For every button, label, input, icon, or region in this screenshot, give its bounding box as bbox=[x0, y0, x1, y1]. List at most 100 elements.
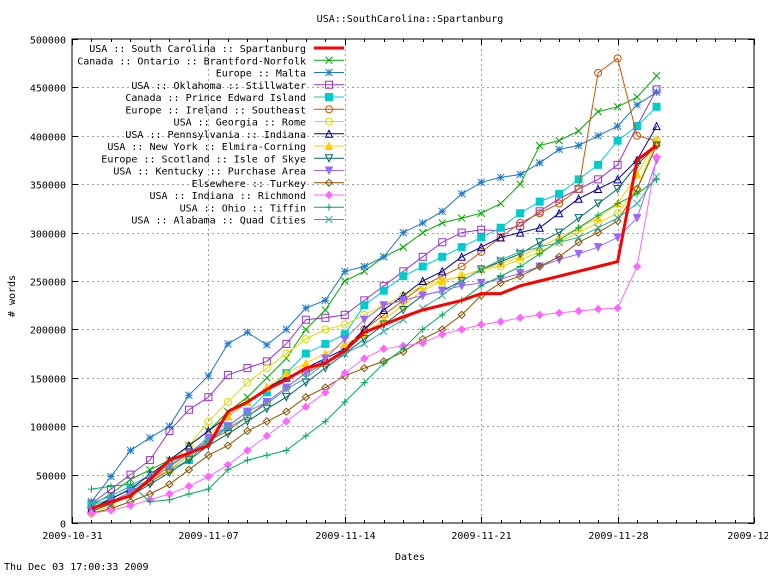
legend-entry: USA :: South Carolina :: Spartanburg bbox=[89, 44, 344, 55]
x-tick-label: 2009-10-31 bbox=[42, 531, 102, 542]
data-point bbox=[418, 219, 427, 227]
legend-entry: USA :: Kentucky :: Purchase Area bbox=[113, 166, 344, 178]
data-point bbox=[535, 209, 544, 218]
data-point bbox=[516, 218, 525, 227]
legend-entry: USA :: Georgia :: Rome bbox=[174, 117, 344, 129]
data-point bbox=[437, 286, 447, 296]
data-point bbox=[652, 85, 661, 94]
data-point bbox=[496, 223, 505, 232]
data-point bbox=[87, 485, 95, 493]
data-point bbox=[107, 492, 115, 500]
data-point bbox=[321, 417, 329, 425]
legend-label: USA :: Georgia :: Rome bbox=[174, 118, 306, 129]
data-point bbox=[594, 223, 602, 232]
data-point bbox=[321, 354, 330, 364]
data-point bbox=[399, 345, 407, 353]
data-point bbox=[204, 472, 213, 481]
data-point bbox=[613, 174, 622, 184]
data-point bbox=[554, 308, 564, 318]
data-point bbox=[243, 378, 252, 387]
data-point bbox=[593, 199, 603, 209]
data-point bbox=[340, 267, 349, 276]
data-point bbox=[379, 252, 388, 261]
data-point bbox=[321, 388, 330, 397]
data-point bbox=[360, 379, 368, 387]
data-point bbox=[613, 185, 622, 194]
data-point bbox=[204, 485, 212, 493]
data-point bbox=[652, 102, 661, 111]
data-point bbox=[165, 496, 173, 504]
data-point bbox=[263, 451, 271, 459]
data-point bbox=[282, 385, 291, 394]
data-point bbox=[418, 291, 428, 301]
data-point bbox=[126, 446, 135, 455]
data-point bbox=[146, 433, 154, 442]
legend-label: USA :: South Carolina :: Spartanburg bbox=[89, 44, 306, 55]
grid bbox=[72, 39, 754, 523]
data-point bbox=[476, 265, 486, 275]
data-point bbox=[496, 232, 505, 242]
data-point bbox=[555, 189, 564, 198]
data-point bbox=[515, 271, 525, 281]
series-lines bbox=[87, 54, 661, 518]
data-point bbox=[613, 102, 622, 111]
data-point bbox=[554, 228, 564, 238]
legend-entry: Europe :: Ireland :: Southeast bbox=[125, 105, 344, 116]
y-tick-label: 450000 bbox=[30, 84, 66, 95]
legend-entry: Elsewhere :: Turkey bbox=[192, 178, 344, 190]
data-point bbox=[321, 339, 330, 348]
data-point bbox=[398, 306, 408, 315]
data-point bbox=[574, 214, 583, 223]
legend-entry: Europe :: Scotland :: Isle of Skye bbox=[101, 154, 344, 165]
legend-label: Canada :: Ontario :: Brantford-Norfolk bbox=[77, 56, 306, 67]
legend-marker bbox=[325, 56, 333, 65]
data-point bbox=[87, 509, 96, 518]
data-point bbox=[555, 145, 563, 154]
legend-marker bbox=[324, 141, 334, 150]
legend-marker bbox=[324, 154, 334, 163]
series-line bbox=[91, 178, 657, 503]
data-point bbox=[574, 306, 583, 316]
data-point bbox=[301, 358, 311, 368]
y-tick-label: 200000 bbox=[30, 326, 66, 337]
data-point bbox=[301, 304, 310, 312]
data-point bbox=[204, 417, 213, 426]
data-point bbox=[301, 349, 310, 358]
data-point bbox=[613, 136, 622, 145]
data-point bbox=[554, 208, 564, 218]
data-point bbox=[321, 313, 330, 322]
y-tick-label: 500000 bbox=[30, 36, 66, 47]
legend-marker bbox=[324, 190, 334, 200]
x-tick-label: 2009-11-28 bbox=[588, 531, 648, 542]
data-point bbox=[243, 426, 252, 436]
data-point bbox=[301, 402, 311, 412]
data-point bbox=[497, 272, 505, 280]
data-point bbox=[477, 282, 485, 290]
y-tick-label: 100000 bbox=[30, 423, 66, 434]
data-point bbox=[457, 310, 466, 320]
y-tick-label: 350000 bbox=[30, 181, 66, 192]
data-point bbox=[633, 93, 641, 101]
data-point bbox=[107, 482, 115, 490]
data-point bbox=[398, 296, 408, 305]
legend-label: USA :: Alabama :: Quad Cities bbox=[131, 216, 306, 227]
data-point bbox=[379, 327, 388, 336]
data-point bbox=[574, 249, 583, 259]
legend-label: USA :: Pennsylvania :: Indiana bbox=[125, 130, 306, 141]
data-point bbox=[652, 152, 661, 162]
data-point bbox=[496, 278, 505, 288]
data-point bbox=[360, 340, 369, 348]
data-point bbox=[360, 301, 369, 310]
data-point bbox=[379, 344, 388, 353]
series-line bbox=[91, 157, 658, 514]
data-point bbox=[379, 286, 388, 295]
data-point bbox=[593, 228, 603, 237]
data-point bbox=[574, 175, 583, 184]
y-tick-label: 400000 bbox=[30, 133, 66, 144]
data-point bbox=[652, 88, 661, 97]
data-point bbox=[477, 209, 486, 218]
data-point bbox=[535, 310, 544, 320]
legend-marker bbox=[325, 68, 333, 77]
data-point bbox=[282, 393, 291, 402]
data-point bbox=[457, 252, 467, 261]
